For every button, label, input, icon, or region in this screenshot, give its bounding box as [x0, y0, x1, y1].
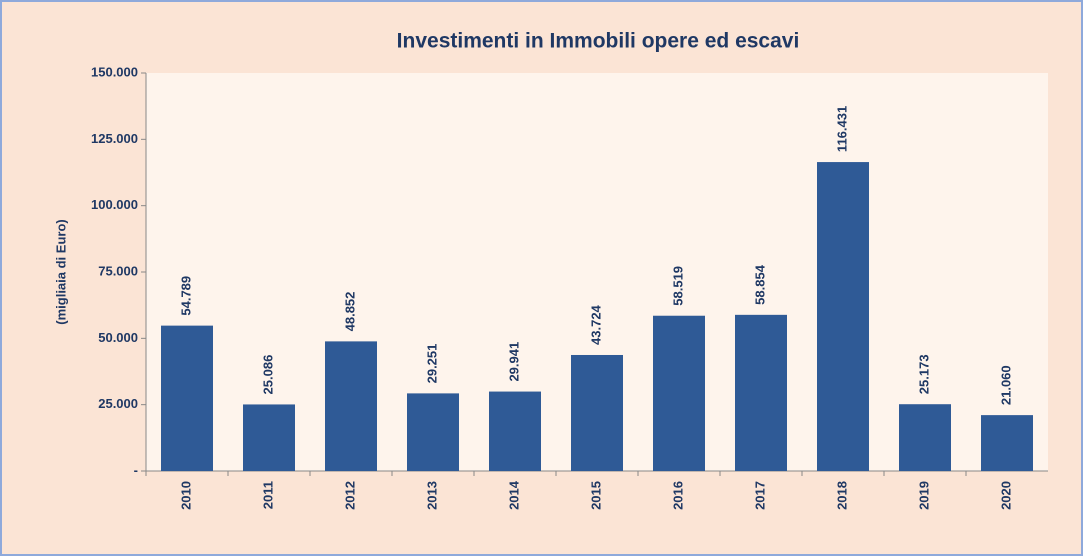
x-tick-label: 2013 [424, 481, 439, 510]
bar [161, 325, 213, 471]
bar [325, 341, 377, 471]
y-tick-label: 50.000 [98, 330, 138, 345]
value-label: 43.724 [588, 304, 603, 345]
y-tick-label: 25.000 [98, 396, 138, 411]
x-tick-label: 2010 [178, 481, 193, 510]
x-tick-label: 2020 [998, 481, 1013, 510]
value-label: 58.854 [752, 264, 767, 305]
x-tick-label: 2012 [342, 481, 357, 510]
y-tick-label: 100.000 [91, 197, 138, 212]
value-label: 25.173 [916, 354, 931, 394]
value-label: 116.431 [834, 106, 849, 152]
bar [899, 404, 951, 471]
value-label: 29.941 [506, 342, 521, 382]
x-tick-label: 2014 [506, 480, 521, 510]
value-label: 48.852 [342, 292, 357, 332]
bar [653, 315, 705, 471]
bar [817, 162, 869, 471]
y-tick-label: 125.000 [91, 131, 138, 146]
x-tick-label: 2011 [260, 481, 275, 509]
x-tick-label: 2018 [834, 481, 849, 510]
value-label: 29.251 [424, 344, 439, 384]
value-label: 21.060 [998, 365, 1013, 405]
value-label: 25.086 [260, 355, 275, 395]
chart-title: Investimenti in Immobili opere ed escavi [397, 30, 800, 53]
value-label: 58.519 [670, 266, 685, 306]
y-tick-label: - [134, 462, 138, 477]
x-tick-label: 2015 [588, 481, 603, 510]
bar [571, 354, 623, 471]
y-tick-label: 150.000 [91, 64, 138, 79]
bar [489, 391, 541, 471]
bar [407, 393, 459, 471]
bar [243, 404, 295, 471]
bar [735, 314, 787, 471]
y-axis-label: (migliaia di Euro) [53, 219, 68, 324]
x-tick-label: 2016 [670, 481, 685, 510]
bar [981, 415, 1033, 471]
x-tick-label: 2017 [752, 481, 767, 510]
y-tick-label: 75.000 [98, 263, 138, 278]
value-label: 54.789 [178, 276, 193, 316]
x-tick-label: 2019 [916, 481, 931, 510]
